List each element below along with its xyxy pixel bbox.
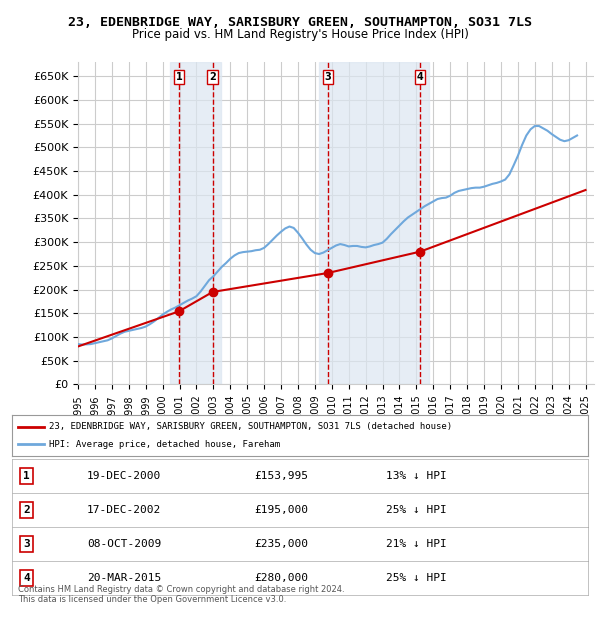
Text: 08-OCT-2009: 08-OCT-2009 <box>87 539 161 549</box>
Bar <box>170 62 221 384</box>
Text: 3: 3 <box>23 539 30 549</box>
Text: 2: 2 <box>209 72 216 82</box>
Text: 23, EDENBRIDGE WAY, SARISBURY GREEN, SOUTHAMPTON, SO31 7LS (detached house): 23, EDENBRIDGE WAY, SARISBURY GREEN, SOU… <box>49 422 452 431</box>
Text: 21% ↓ HPI: 21% ↓ HPI <box>386 539 447 549</box>
Text: HPI: Average price, detached house, Fareham: HPI: Average price, detached house, Fare… <box>49 440 281 449</box>
Text: 25% ↓ HPI: 25% ↓ HPI <box>386 505 447 515</box>
Text: 25% ↓ HPI: 25% ↓ HPI <box>386 573 447 583</box>
Text: 13% ↓ HPI: 13% ↓ HPI <box>386 471 447 481</box>
Text: 2: 2 <box>23 505 30 515</box>
Text: 17-DEC-2002: 17-DEC-2002 <box>87 505 161 515</box>
Bar <box>319 62 428 384</box>
Text: Price paid vs. HM Land Registry's House Price Index (HPI): Price paid vs. HM Land Registry's House … <box>131 28 469 41</box>
Text: £195,000: £195,000 <box>254 505 308 515</box>
Text: 23, EDENBRIDGE WAY, SARISBURY GREEN, SOUTHAMPTON, SO31 7LS: 23, EDENBRIDGE WAY, SARISBURY GREEN, SOU… <box>68 16 532 29</box>
Text: 4: 4 <box>23 573 30 583</box>
Text: £235,000: £235,000 <box>254 539 308 549</box>
Text: Contains HM Land Registry data © Crown copyright and database right 2024.
This d: Contains HM Land Registry data © Crown c… <box>18 585 344 604</box>
Text: £153,995: £153,995 <box>254 471 308 481</box>
Text: 4: 4 <box>417 72 424 82</box>
Text: 3: 3 <box>325 72 331 82</box>
Text: 1: 1 <box>175 72 182 82</box>
Text: £280,000: £280,000 <box>254 573 308 583</box>
Text: 20-MAR-2015: 20-MAR-2015 <box>87 573 161 583</box>
Text: 19-DEC-2000: 19-DEC-2000 <box>87 471 161 481</box>
Text: 1: 1 <box>23 471 30 481</box>
